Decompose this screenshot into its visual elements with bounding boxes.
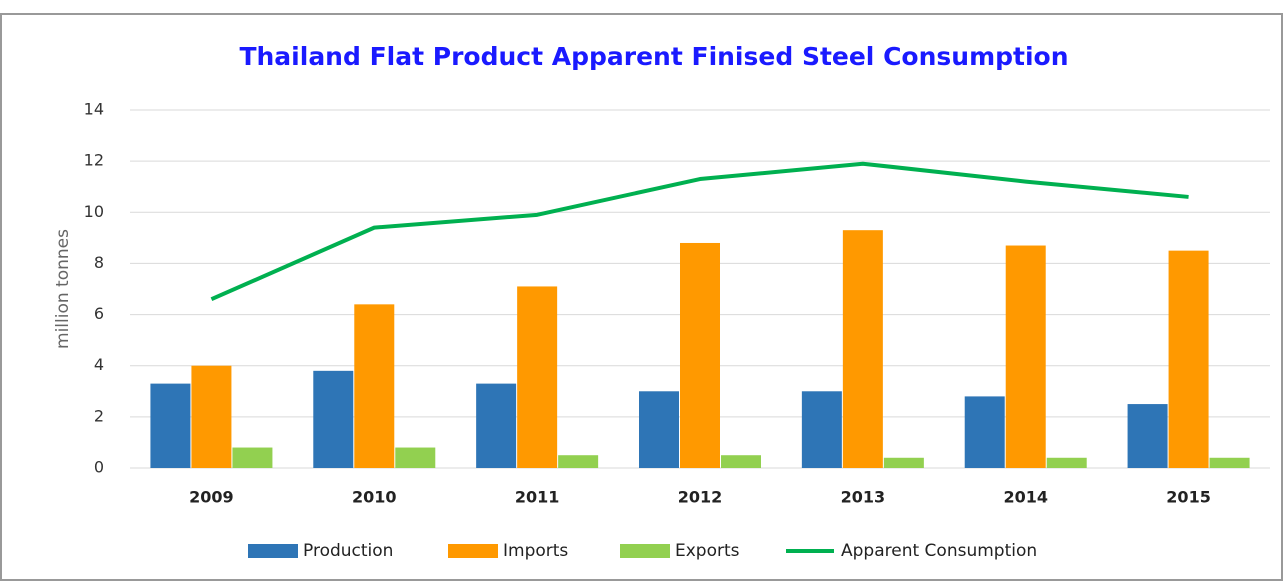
legend-label: Production	[303, 541, 393, 561]
bar	[801, 391, 842, 468]
legend-label: Exports	[675, 541, 740, 561]
bar	[1046, 457, 1087, 468]
y-tick-label: 4	[94, 355, 104, 374]
bar	[964, 396, 1005, 468]
bar	[313, 370, 354, 468]
line	[210, 161, 1189, 302]
x-tick-label: 2009	[189, 488, 234, 507]
y-tick-label: 12	[84, 151, 104, 170]
x-tick-label: 2015	[1166, 488, 1211, 507]
x-tick-label: 2012	[678, 488, 723, 507]
bar	[395, 447, 436, 468]
x-tick-label: 2010	[352, 488, 397, 507]
x-tick-label: 2011	[515, 488, 560, 507]
y-tick-label: 14	[84, 100, 104, 119]
bar	[558, 455, 599, 468]
legend-label: Apparent Consumption	[841, 541, 1037, 561]
bar	[721, 455, 761, 468]
y-tick-label: 8	[94, 253, 104, 272]
bar	[1209, 457, 1250, 468]
x-tick-label: 2013	[841, 488, 886, 507]
bar	[883, 457, 924, 468]
bar	[639, 391, 679, 468]
bar	[476, 383, 517, 468]
bar	[517, 286, 558, 468]
legend-swatch	[448, 544, 498, 558]
bar	[150, 383, 191, 468]
bar	[191, 365, 232, 468]
y-axis-label: million tonnes	[53, 229, 73, 349]
legend-label: Imports	[503, 541, 568, 561]
y-tick-label: 10	[84, 202, 104, 221]
legend-swatch	[248, 544, 298, 558]
y-tick-label: 2	[94, 406, 104, 425]
bar	[1005, 245, 1046, 468]
legend-swatch	[620, 544, 670, 558]
y-tick-label: 0	[94, 458, 104, 477]
bar	[842, 230, 883, 468]
bar	[680, 242, 720, 468]
x-tick-label: 2014	[1003, 488, 1048, 507]
bar	[232, 447, 273, 468]
bar	[354, 304, 395, 468]
bar	[1127, 404, 1168, 468]
chart-title: Thailand Flat Product Apparent Finised S…	[239, 42, 1068, 71]
bar	[1168, 250, 1209, 468]
y-tick-label: 6	[94, 304, 104, 323]
